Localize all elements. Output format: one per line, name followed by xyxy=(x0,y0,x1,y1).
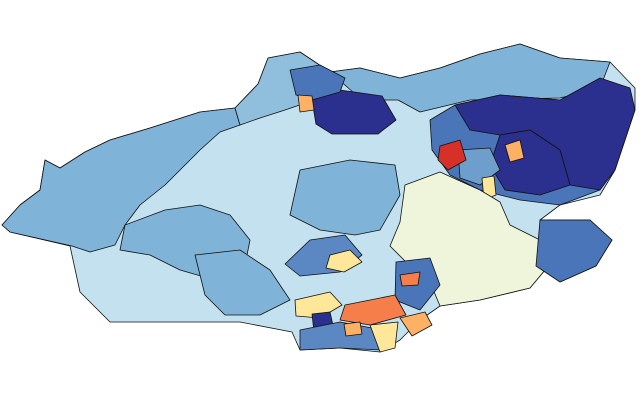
region xyxy=(297,94,315,113)
region xyxy=(325,249,363,273)
region xyxy=(399,271,421,287)
region xyxy=(289,64,346,101)
region xyxy=(294,291,343,319)
region xyxy=(194,249,291,316)
region xyxy=(329,43,611,113)
region xyxy=(343,321,363,337)
region xyxy=(535,219,613,283)
region xyxy=(339,294,407,326)
region xyxy=(437,139,467,171)
region xyxy=(369,321,399,353)
region xyxy=(504,139,525,163)
region xyxy=(311,89,397,135)
region xyxy=(289,159,401,236)
region xyxy=(1,107,241,253)
region xyxy=(399,311,433,337)
